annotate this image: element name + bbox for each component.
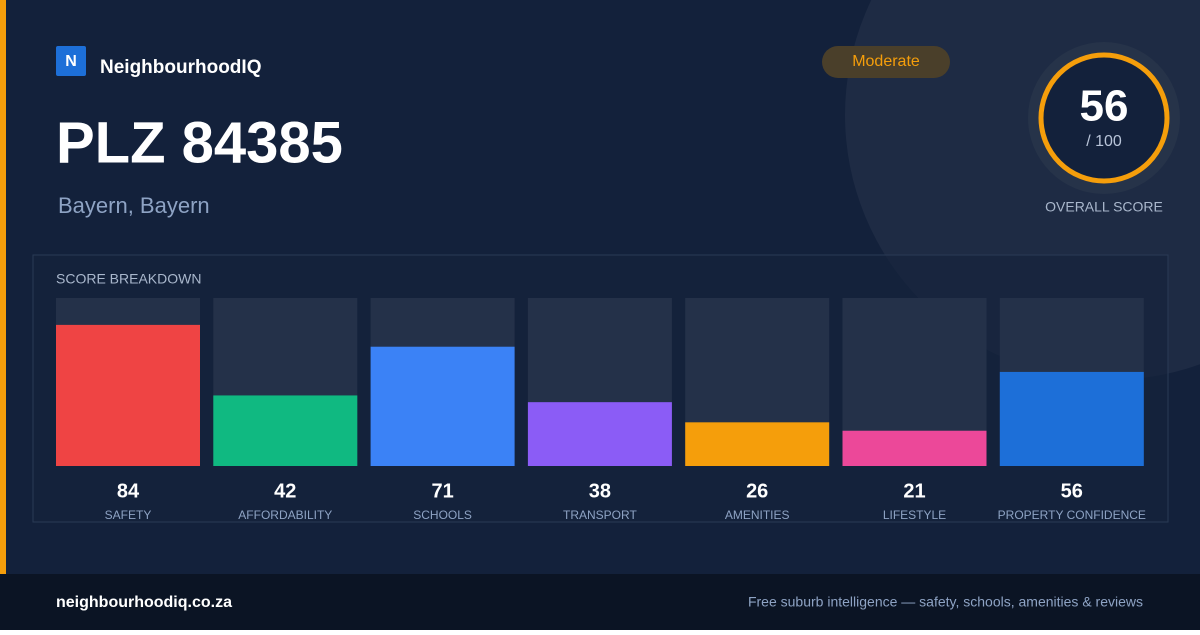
logo [56, 46, 86, 76]
value-label: 84 [117, 480, 140, 502]
title: PLZ 84385 [56, 110, 343, 175]
value-label: 38 [589, 480, 611, 502]
chart-title: SCORE BREAKDOWN [56, 271, 201, 287]
score-value: 56 [1080, 82, 1129, 131]
category-label: PROPERTY CONFIDENCE [998, 508, 1146, 522]
bar [213, 395, 358, 466]
score-label: OVERALL SCORE [1045, 199, 1163, 215]
badge-text: Moderate [852, 53, 920, 70]
category-label: TRANSPORT [563, 508, 637, 522]
bars: 84 SAFETY 42 AFFORDABILITY 71 SCHOOLS 38 TRANSP… [56, 298, 1146, 522]
score-ring [1038, 52, 1170, 184]
footer-tagline: Free suburb intelligence — safety, schoo… [748, 594, 1143, 610]
bar [56, 324, 200, 466]
logo-letter: N [65, 53, 77, 70]
score-suffix: / 100 [1086, 133, 1122, 150]
value-label: 56 [1061, 480, 1083, 502]
value-label: 71 [431, 480, 453, 502]
bar [527, 402, 672, 466]
subtitle: Bayern, Bayern [58, 193, 210, 218]
bar [842, 430, 987, 466]
bar [999, 371, 1144, 466]
category-label: AFFORDABILITY [238, 508, 332, 522]
category-label: AMENITIES [725, 508, 790, 522]
category-label: SAFETY [105, 508, 152, 522]
value-label: 21 [903, 480, 925, 502]
brand-name: NeighbourhoodIQ [100, 57, 261, 78]
accent-stripe [0, 0, 6, 574]
category-label: LIFESTYLE [883, 508, 946, 522]
bar [370, 346, 515, 466]
value-label: 42 [274, 480, 296, 502]
category-label: SCHOOLS [413, 508, 472, 522]
footer [0, 574, 1200, 630]
footer-site: neighbourhoodiq.co.za [56, 594, 232, 611]
badge [822, 46, 950, 78]
value-label: 26 [746, 480, 768, 502]
bar [685, 422, 830, 466]
